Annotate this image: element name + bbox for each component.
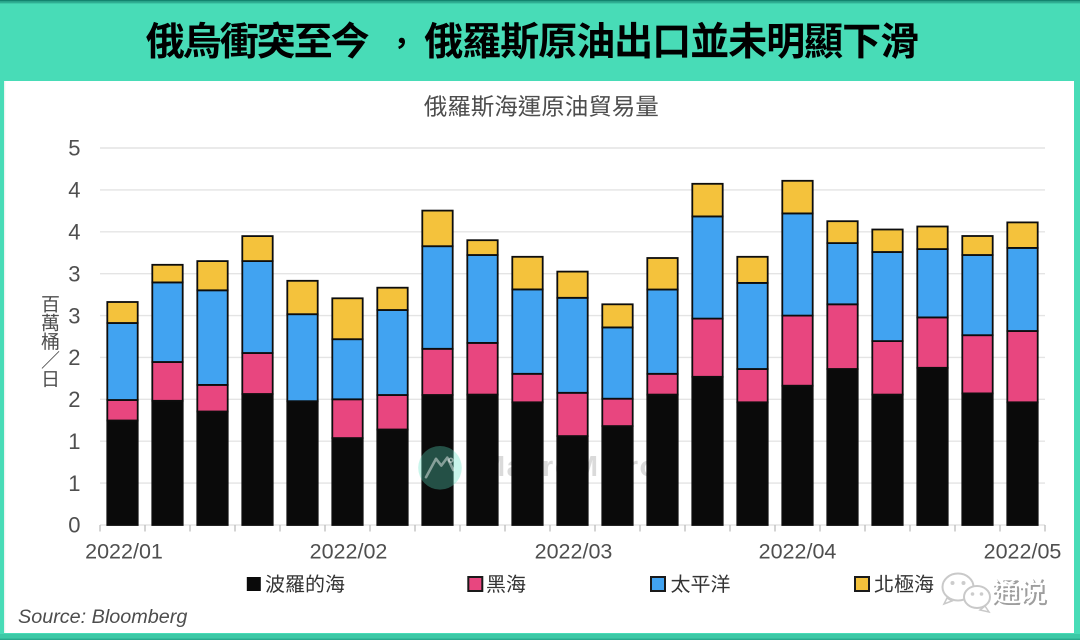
svg-text:2022/02: 2022/02 (310, 540, 388, 564)
svg-text:2022/01: 2022/01 (85, 540, 163, 564)
svg-text:2022/05: 2022/05 (984, 540, 1062, 564)
svg-text:Source: Bloomberg: Source: Bloomberg (18, 606, 187, 628)
svg-text:2: 2 (68, 387, 80, 412)
svg-text:2022/04: 2022/04 (759, 540, 837, 564)
svg-text:3: 3 (68, 261, 80, 286)
svg-text:1: 1 (68, 429, 80, 454)
svg-text:0: 0 (68, 513, 80, 538)
svg-text:2022/03: 2022/03 (535, 540, 613, 564)
svg-text:3: 3 (68, 303, 80, 328)
svg-text:4: 4 (68, 178, 80, 203)
svg-text:2: 2 (68, 345, 80, 370)
svg-text:4: 4 (68, 220, 80, 245)
svg-text:5: 5 (68, 136, 80, 161)
svg-text:1: 1 (68, 471, 80, 496)
